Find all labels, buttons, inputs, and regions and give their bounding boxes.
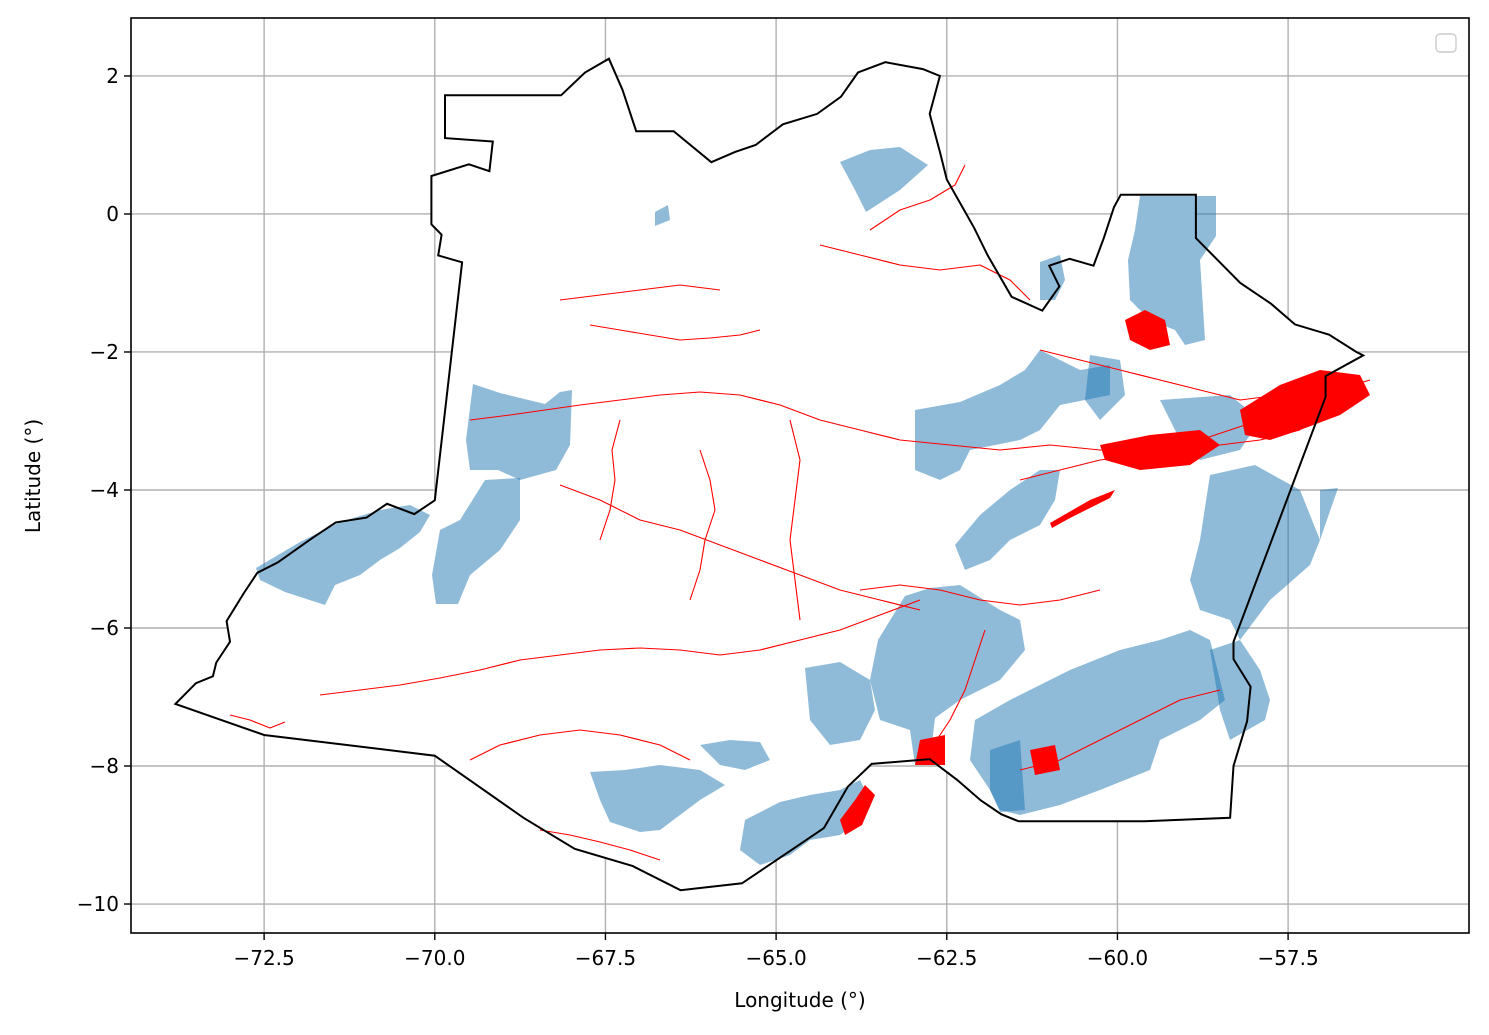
- x-tick-label: −67.5: [575, 946, 636, 970]
- x-tick-label: −60.0: [1087, 946, 1148, 970]
- y-tick-label: −2: [90, 340, 119, 364]
- y-tick-label: −4: [90, 478, 119, 502]
- x-tick-label: −62.5: [916, 946, 977, 970]
- x-tick-label: −57.5: [1257, 946, 1318, 970]
- shaded-area: [990, 740, 1025, 812]
- y-tick-label: 2: [106, 64, 119, 88]
- y-tick-label: −6: [90, 616, 119, 640]
- y-tick-label: 0: [106, 202, 119, 226]
- shaded-area: [466, 384, 572, 480]
- y-tick-label: −8: [90, 754, 119, 778]
- x-axis-ticks: −72.5 −70.0 −67.5 −65.0 −62.5 −60.0 −57.5: [233, 933, 1318, 970]
- x-tick-label: −70.0: [404, 946, 465, 970]
- x-axis-label: Longitude (°): [734, 988, 865, 1012]
- y-tick-label: −10: [77, 892, 119, 916]
- x-tick-label: −72.5: [233, 946, 294, 970]
- x-tick-label: −65.0: [745, 946, 806, 970]
- dense-red-area: [1030, 745, 1060, 775]
- y-axis-label: Latitude (°): [21, 419, 45, 533]
- legend-box: [1436, 34, 1456, 52]
- y-axis-ticks: 2 0 −2 −4 −6 −8 −10: [77, 64, 131, 916]
